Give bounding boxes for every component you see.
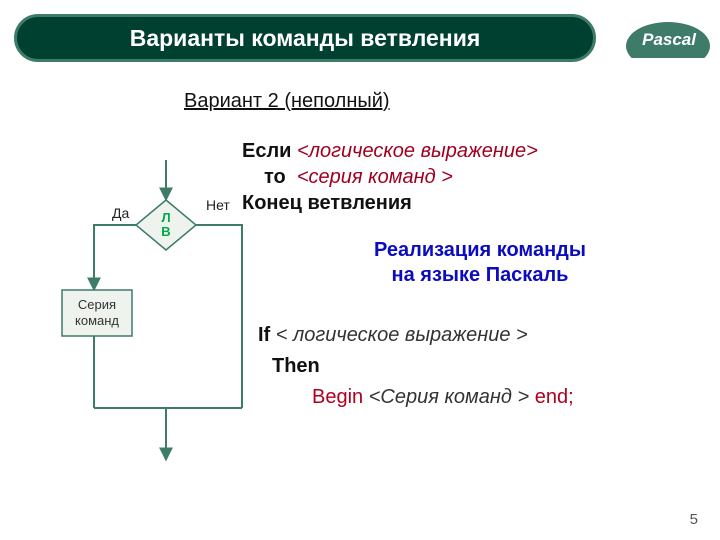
code-end: end; (535, 386, 574, 408)
pseudo-expr-1: <логическое выражение> (297, 140, 538, 162)
decision-text-2: В (161, 224, 170, 239)
code-kw-then: Then (272, 351, 320, 382)
code-begin: Begin (312, 386, 363, 408)
realization-heading: Реализация команды на языке Паскаль (330, 238, 630, 288)
pseudocode-block: Если <логическое выражение> то <серия ко… (242, 138, 538, 216)
title-bar: Варианты команды ветвления (14, 14, 596, 62)
code-line-then: Then (258, 351, 574, 382)
no-label: Нет (206, 197, 230, 213)
pascal-badge: Pascal (624, 2, 712, 58)
process-text-1: Серия (78, 297, 116, 312)
process-text-2: команд (75, 313, 119, 328)
realization-line-1: Реализация команды (330, 238, 630, 263)
badge-text: Pascal (642, 30, 696, 50)
decision-text-1: Л (161, 210, 170, 225)
code-begin-arg: <Серия команд > (369, 386, 529, 408)
page-number: 5 (690, 511, 698, 528)
flowchart: Л В Да Серия команд Нет (56, 160, 276, 470)
code-arg-if: < логическое выражение > (276, 324, 528, 346)
realization-line-2: на языке Паскаль (330, 263, 630, 288)
pseudo-line-3: Конец ветвления (242, 190, 538, 216)
pseudo-line-2: то <серия команд > (264, 164, 538, 190)
code-line-begin: Begin <Серия команд > end; (312, 382, 574, 413)
pseudo-expr-2: <серия команд > (297, 166, 453, 188)
code-line-if: If < логическое выражение > (258, 320, 574, 351)
yes-label: Да (112, 205, 129, 221)
subtitle: Вариант 2 (неполный) (184, 90, 390, 113)
pseudo-kw-if: Если (242, 140, 291, 162)
pseudo-line-1: Если <логическое выражение> (242, 138, 538, 164)
pascal-code-block: If < логическое выражение > Then Begin <… (258, 320, 574, 413)
page-title: Варианты команды ветвления (130, 25, 481, 52)
